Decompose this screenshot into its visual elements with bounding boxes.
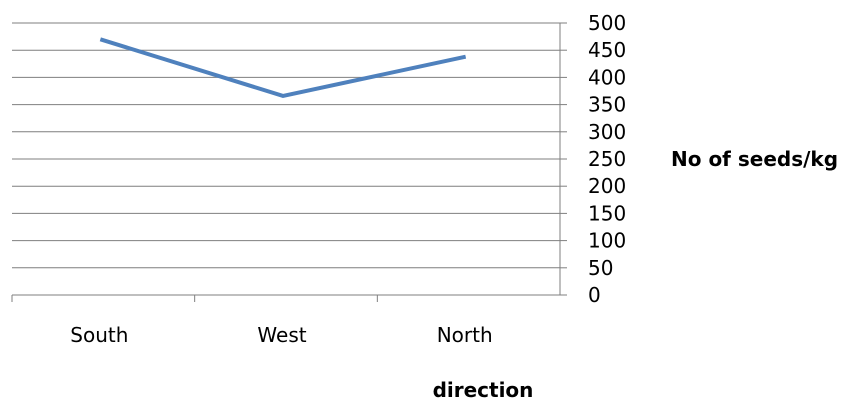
y-tick-label-100: 100 <box>588 229 626 253</box>
y-tick-label-200: 200 <box>588 174 626 198</box>
x-tick-label-west: West <box>257 323 306 347</box>
y-tick-label-500: 500 <box>588 11 626 35</box>
y-tick-label-300: 300 <box>588 120 626 144</box>
series-group <box>99 37 467 98</box>
y-tick-label-450: 450 <box>588 38 626 62</box>
x-axis <box>11 294 567 302</box>
y-tick-labels: 0 50 100 150 200 250 300 350 400 450 500 <box>588 11 626 307</box>
y-tick-label-250: 250 <box>588 147 626 171</box>
x-axis-title: direction <box>433 378 534 401</box>
gridlines <box>12 22 560 269</box>
y-tick-label-400: 400 <box>588 65 626 89</box>
y-tick-label-50: 50 <box>588 256 613 280</box>
y-axis <box>559 22 567 296</box>
y-tick-label-350: 350 <box>588 93 626 117</box>
x-tick-label-north: North <box>437 323 493 347</box>
x-tick-label-south: South <box>70 323 128 347</box>
series-line-0 <box>99 37 467 98</box>
y-tick-label-150: 150 <box>588 201 626 225</box>
y-axis-title: No of seeds/kg <box>671 147 838 171</box>
x-tick-labels: South West North <box>70 323 492 347</box>
y-tick-label-0: 0 <box>588 283 601 307</box>
